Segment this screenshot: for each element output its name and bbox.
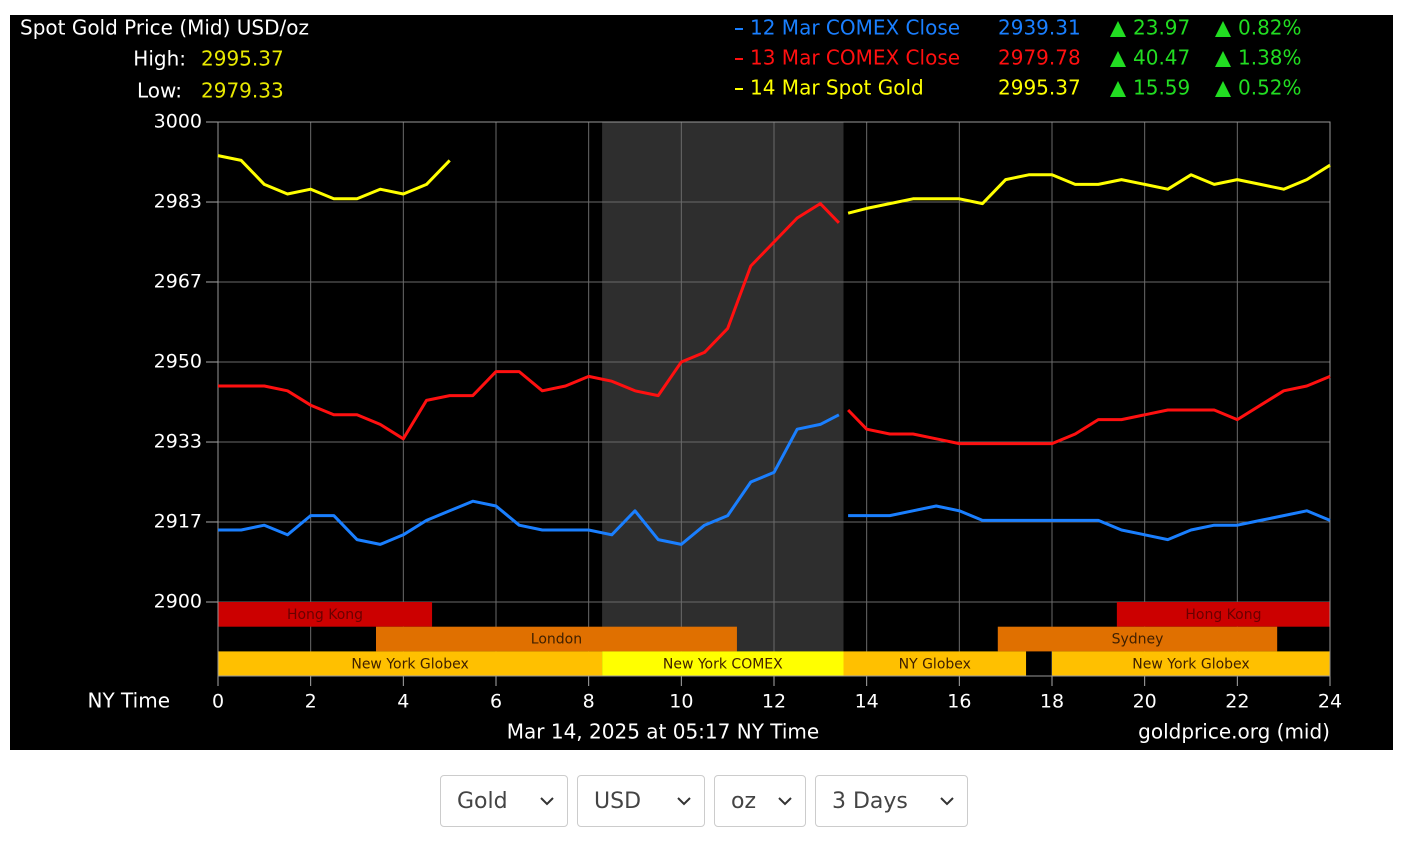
legend-name: 12 Mar COMEX Close [750, 16, 960, 40]
y-tick-label: 2983 [154, 191, 202, 213]
dropdown-value: 3 Days [832, 788, 908, 814]
legend-change: 40.47 [1133, 46, 1190, 70]
price-line [217, 154, 1331, 215]
chevron [677, 797, 691, 806]
x-tick-label: 18 [1040, 691, 1064, 713]
y-tick-label: 3000 [154, 111, 202, 133]
dropdown[interactable]: 3 Days [815, 775, 968, 827]
up-arrow [1215, 21, 1231, 37]
session-band [375, 626, 737, 652]
session-band [1052, 651, 1330, 677]
session-label: London [531, 632, 582, 648]
up-arrow [1110, 81, 1126, 97]
legend-change: 15.59 [1133, 76, 1190, 100]
x-tick-label: 4 [397, 691, 409, 713]
dropdown[interactable]: Gold [440, 775, 568, 827]
x-tick-label: 12 [762, 691, 786, 713]
legend-name: 13 Mar COMEX Close [750, 46, 960, 70]
chevron [940, 797, 954, 806]
price-line [218, 202, 1331, 446]
session-label: New York Globex [351, 656, 468, 672]
high-value: 2995.37 [201, 47, 284, 71]
session-band [1116, 602, 1330, 627]
session-band [602, 651, 844, 677]
x-axis-label: NY Time [88, 689, 170, 713]
up-arrow [1215, 51, 1231, 67]
chevron [778, 797, 792, 806]
x-tick-label: 16 [947, 691, 971, 713]
chart-title: Spot Gold Price (Mid) USD/oz [20, 16, 309, 40]
x-tick-label: 0 [212, 691, 224, 713]
legend-price: 2939.31 [998, 16, 1081, 40]
session-band [997, 626, 1278, 652]
legend-change-pct: 1.38% [1238, 46, 1302, 70]
dropdown-value: oz [731, 788, 757, 814]
x-tick-label: 24 [1318, 691, 1342, 713]
x-tick-label: 8 [583, 691, 595, 713]
legend-change: 23.97 [1133, 16, 1190, 40]
chevron [540, 797, 554, 806]
session-label: New York COMEX [663, 656, 783, 672]
x-tick-label: 2 [305, 691, 317, 713]
low-label: Low: [137, 79, 182, 103]
session-label: Hong Kong [1185, 607, 1261, 623]
x-tick-label: 20 [1133, 691, 1157, 713]
y-tick-label: 2917 [154, 510, 202, 532]
y-tick-label: 2950 [154, 351, 202, 373]
x-tick-label: 14 [855, 691, 879, 713]
y-tick-label: 2933 [154, 431, 202, 453]
session-band [218, 651, 603, 677]
chart: Spot Gold Price (Mid) USD/oz High: 2995.… [10, 15, 1393, 750]
high-label: High: [133, 47, 186, 71]
low-value: 2979.33 [201, 79, 284, 103]
session-label: Hong Kong [287, 607, 363, 623]
session-label: NY Globex [899, 656, 971, 672]
x-tick-label: 6 [490, 691, 502, 713]
dropdown-value: USD [594, 788, 642, 814]
legend-change-pct: 0.52% [1238, 76, 1302, 100]
session-label: New York Globex [1132, 656, 1249, 672]
legend-price: 2979.78 [998, 46, 1081, 70]
y-tick-label: 2900 [154, 591, 202, 613]
x-tick-label: 10 [669, 691, 693, 713]
y-tick-label: 2967 [154, 270, 202, 292]
source: goldprice.org (mid) [1138, 720, 1330, 744]
session-band [843, 651, 1027, 677]
plot-frame [217, 121, 1331, 677]
dropdown-value: Gold [457, 788, 508, 814]
price-line [218, 413, 1331, 546]
up-arrow [1110, 51, 1126, 67]
session-highlight [602, 122, 844, 676]
legend-price: 2995.37 [998, 76, 1081, 100]
dropdown[interactable]: oz [714, 775, 806, 827]
up-arrow [1110, 21, 1126, 37]
dropdown[interactable]: USD [577, 775, 705, 827]
x-tick-label: 22 [1225, 691, 1249, 713]
legend-change-pct: 0.82% [1238, 16, 1302, 40]
session-label: Sydney [1112, 632, 1164, 648]
legend-name: 14 Mar Spot Gold [750, 76, 924, 100]
footer-date: Mar 14, 2025 at 05:17 NY Time [507, 720, 819, 744]
session-band [218, 602, 433, 627]
up-arrow [1215, 81, 1231, 97]
